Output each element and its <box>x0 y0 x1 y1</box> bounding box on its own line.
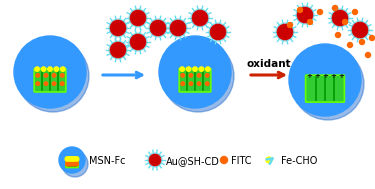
Circle shape <box>199 67 204 71</box>
Circle shape <box>297 8 303 12</box>
Circle shape <box>41 67 46 71</box>
Circle shape <box>60 82 64 85</box>
Circle shape <box>348 43 352 47</box>
Circle shape <box>206 82 209 85</box>
Circle shape <box>181 74 184 77</box>
Circle shape <box>69 162 72 166</box>
Circle shape <box>342 19 348 25</box>
Circle shape <box>266 157 272 163</box>
Circle shape <box>150 20 166 36</box>
Circle shape <box>75 157 79 161</box>
Circle shape <box>332 10 348 26</box>
Circle shape <box>59 147 85 173</box>
Circle shape <box>206 67 210 71</box>
Circle shape <box>130 10 146 26</box>
Text: oxidant: oxidant <box>247 59 291 69</box>
Circle shape <box>75 159 78 163</box>
Circle shape <box>65 157 69 161</box>
Circle shape <box>297 7 313 23</box>
Text: +: + <box>314 73 320 79</box>
Circle shape <box>60 74 64 77</box>
Circle shape <box>333 5 338 11</box>
Circle shape <box>192 10 208 26</box>
Circle shape <box>159 36 231 108</box>
Circle shape <box>162 40 234 112</box>
Circle shape <box>35 67 39 71</box>
Circle shape <box>62 151 88 177</box>
Circle shape <box>110 20 126 36</box>
Circle shape <box>180 67 184 71</box>
Circle shape <box>72 162 75 166</box>
Circle shape <box>369 36 375 40</box>
FancyBboxPatch shape <box>66 158 78 167</box>
Text: Au@SH-CD: Au@SH-CD <box>166 156 220 166</box>
Circle shape <box>52 82 56 85</box>
Circle shape <box>17 40 89 112</box>
Circle shape <box>52 74 56 77</box>
Circle shape <box>366 53 370 57</box>
Circle shape <box>68 157 72 161</box>
Circle shape <box>149 154 161 166</box>
Text: +: + <box>322 73 328 79</box>
Text: FITC: FITC <box>231 156 252 166</box>
Circle shape <box>193 67 197 71</box>
Circle shape <box>72 157 76 161</box>
Circle shape <box>186 67 191 71</box>
Circle shape <box>352 9 357 15</box>
Circle shape <box>110 42 126 58</box>
Circle shape <box>352 22 368 38</box>
FancyBboxPatch shape <box>179 69 211 92</box>
Circle shape <box>75 162 78 166</box>
Circle shape <box>197 82 201 85</box>
Text: +: + <box>330 73 336 79</box>
Circle shape <box>181 82 184 85</box>
Circle shape <box>289 44 361 116</box>
Circle shape <box>206 74 209 77</box>
Circle shape <box>36 74 39 77</box>
Circle shape <box>54 67 58 71</box>
Circle shape <box>48 67 52 71</box>
Circle shape <box>66 162 69 166</box>
Circle shape <box>61 67 65 71</box>
Circle shape <box>72 159 75 163</box>
Text: +: + <box>338 73 344 79</box>
FancyBboxPatch shape <box>306 75 344 102</box>
Circle shape <box>360 40 364 44</box>
FancyBboxPatch shape <box>34 69 66 92</box>
Circle shape <box>210 24 226 40</box>
Circle shape <box>197 74 201 77</box>
Circle shape <box>318 9 322 15</box>
Circle shape <box>292 48 364 120</box>
Circle shape <box>66 159 69 163</box>
Text: MSN-Fc: MSN-Fc <box>89 156 126 166</box>
Circle shape <box>170 20 186 36</box>
Text: +: + <box>306 73 312 79</box>
Circle shape <box>277 24 293 40</box>
Circle shape <box>308 19 312 25</box>
Circle shape <box>36 82 39 85</box>
Circle shape <box>44 74 48 77</box>
Circle shape <box>44 82 48 85</box>
Text: Fe-CHO: Fe-CHO <box>281 156 317 166</box>
Circle shape <box>220 156 228 163</box>
Circle shape <box>130 34 146 50</box>
Circle shape <box>69 159 72 163</box>
Circle shape <box>189 74 193 77</box>
Circle shape <box>288 22 292 28</box>
Circle shape <box>70 157 74 161</box>
Circle shape <box>14 36 86 108</box>
Circle shape <box>336 33 340 37</box>
Circle shape <box>189 82 193 85</box>
